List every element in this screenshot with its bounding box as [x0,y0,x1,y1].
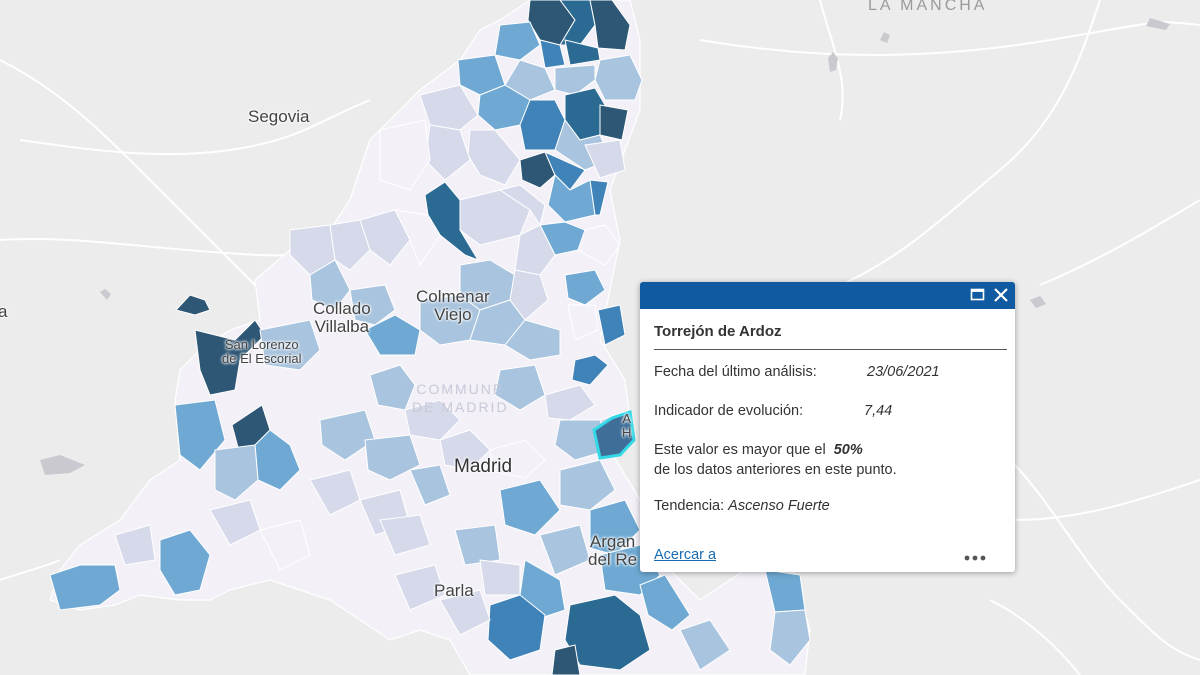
map-label-segovia: Segovia [248,107,310,126]
date-row: Fecha del último análisis: 23/06/2021 [654,364,1007,384]
map-label-arganda-line2: del Re [588,550,638,569]
zoom-to-link[interactable]: Acercar a [654,547,717,563]
water-features [40,18,1170,475]
map-label-colmenar-line2: Viejo [434,305,472,324]
map-label-comunidad: COMMUNE DE MADRID [412,380,509,416]
comparison-line1: Este valor es mayor que el 50% [654,440,1007,460]
map-label-edge: a [0,302,8,321]
map-label-collado-villalba: Collado Villalba [313,300,371,336]
map-label-arganda: Argan del Re [588,533,637,569]
date-value: 23/06/2021 [867,364,940,380]
indicator-value: 7,44 [864,403,893,419]
comparison-text: Este valor es mayor que el 50% de los da… [654,440,1007,480]
popup-footer: Acercar a [654,546,1001,564]
map-label-torrejon-fragment: A H [622,412,631,440]
popup-body: Torrejón de Ardoz Fecha del último análi… [640,309,1015,514]
comparison-value: 50% [833,442,863,458]
map-label-torrejon-line2: H [622,425,632,440]
more-options-icon[interactable] [963,549,987,567]
map-label-colmenar-line1: Colmenar [416,287,490,306]
map-label-arganda-line1: Argan [589,532,636,551]
map-label-colmenar-viejo: Colmenar Viejo [416,288,490,324]
map-label-collado-line1: Collado [313,299,371,318]
maximize-icon[interactable] [969,286,987,304]
map-label-parla: Parla [434,581,474,600]
trend-value: Ascenso Fuerte [728,498,830,514]
feature-popup: Torrejón de Ardoz Fecha del último análi… [640,282,1015,572]
map-label-escorial: San Lorenzo de El Escorial [222,338,301,366]
map-label-collado-line2: Villalba [314,317,370,336]
comparison-prefix: Este valor es mayor que el [654,442,826,458]
map-label-comunidad-line1: COMMUNE [416,381,505,397]
map-label-torrejon-line1: A [622,411,632,426]
close-icon[interactable] [992,286,1010,304]
map-label-comunidad-line2: DE MADRID [412,399,509,415]
map-label-escorial-line1: San Lorenzo [224,337,299,352]
comparison-suffix: de los datos anteriores en este punto. [654,462,897,478]
map-label-region: LA MANCHA [868,0,988,14]
date-label: Fecha del último análisis: [654,364,817,380]
indicator-row: Indicador de evolución: 7,44 [654,403,1007,423]
trend-label: Tendencia: [654,498,725,514]
selected-municipality-torrejon[interactable] [592,410,636,460]
trend-row: Tendencia: Ascenso Fuerte [654,498,1007,514]
popup-title: Torrejón de Ardoz [654,323,1007,350]
indicator-label: Indicador de evolución: [654,403,804,419]
map-label-madrid: Madrid [454,456,513,477]
map-label-escorial-line2: de El Escorial [222,351,302,366]
popup-header [640,282,1015,309]
